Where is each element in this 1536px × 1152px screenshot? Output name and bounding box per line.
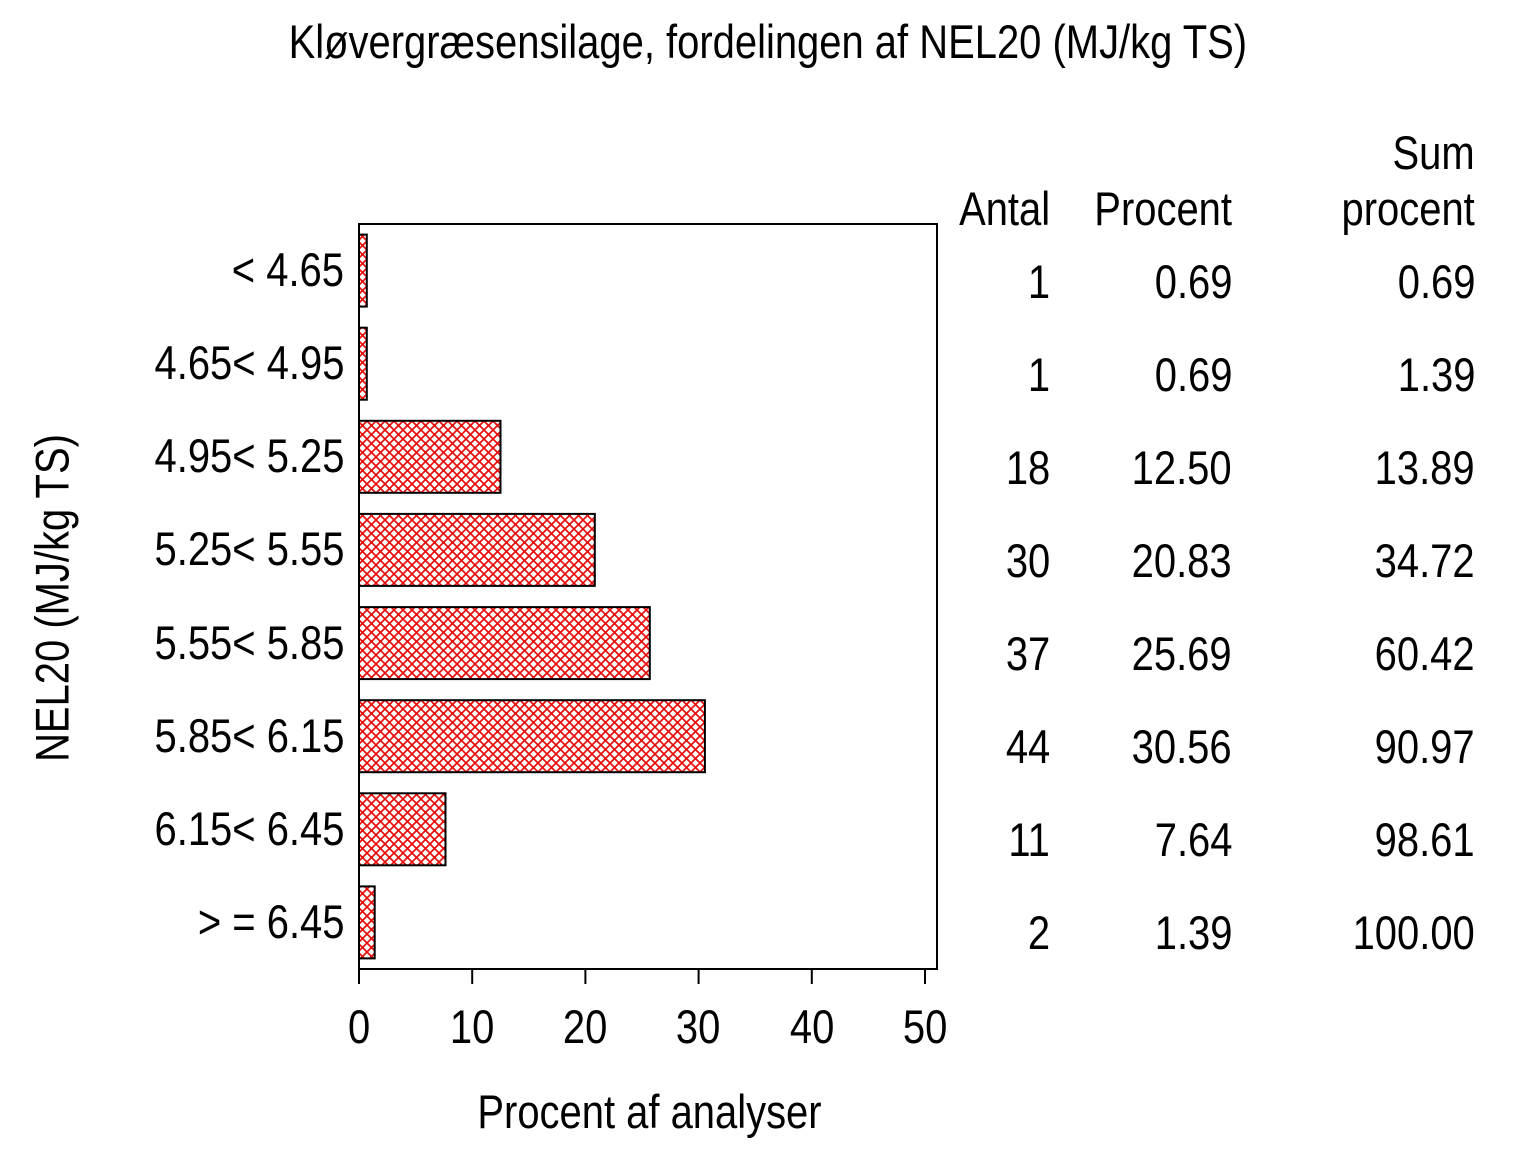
x-tick-label: 10 xyxy=(449,1000,495,1053)
table-cell: 11 xyxy=(1008,813,1050,866)
table-cell: 0.69 xyxy=(1154,255,1232,308)
table-cell: 1.39 xyxy=(1397,348,1475,401)
table-cell: 7.64 xyxy=(1154,813,1232,866)
chart-title: Kløvergræsensilage, fordelingen af NEL20… xyxy=(0,14,1536,69)
table-cell: 60.42 xyxy=(1375,627,1475,680)
x-tick-label: 40 xyxy=(789,1000,835,1053)
bar xyxy=(358,885,376,960)
plot-area xyxy=(358,223,938,984)
bar xyxy=(358,606,651,681)
table-cell: 90.97 xyxy=(1375,720,1475,773)
x-tick-label: 20 xyxy=(563,1000,608,1053)
category-label: 5.55< 5.85 xyxy=(154,615,344,669)
table-cell: 30.56 xyxy=(1132,720,1232,773)
x-axis-title: Procent af analyser xyxy=(358,1084,940,1139)
bar xyxy=(358,512,596,587)
bar xyxy=(358,699,706,774)
category-axis-labels: < 4.65 4.65< 4.95 4.95< 5.25 5.25< 5.55 5.55… xyxy=(0,223,344,971)
table-header-procent: Procent xyxy=(1094,182,1232,235)
table-header-sum-procent: Sum procent xyxy=(1341,126,1475,235)
bar-series xyxy=(358,233,706,960)
x-axis-title-text: Procent af analyser xyxy=(476,1085,822,1138)
table-cell: 25.69 xyxy=(1132,627,1232,680)
category-label: 6.15< 6.45 xyxy=(154,801,344,855)
table-cell: 98.61 xyxy=(1375,813,1475,866)
table-cell: 37 xyxy=(1005,627,1050,680)
bar xyxy=(358,326,368,401)
category-label: 4.65< 4.95 xyxy=(154,336,344,390)
table-cell: 0.69 xyxy=(1154,348,1232,401)
table-cell: 1 xyxy=(1027,255,1050,308)
chart-title-text: Kløvergræsensilage, fordelingen af NEL20… xyxy=(288,15,1248,68)
bar xyxy=(358,233,368,308)
table-cell: 1 xyxy=(1027,348,1050,401)
table-cell: 20.83 xyxy=(1132,534,1232,587)
table-cell: 100.00 xyxy=(1352,906,1475,959)
table-cell: 0.69 xyxy=(1397,255,1475,308)
plot-frame xyxy=(358,223,938,970)
category-label: > = 6.45 xyxy=(197,894,344,948)
x-tick-label: 50 xyxy=(902,1000,948,1053)
table-cell: 2 xyxy=(1027,906,1050,959)
x-axis-ticks xyxy=(358,969,926,984)
x-tick-label: 0 xyxy=(347,1000,371,1053)
category-label: 5.85< 6.15 xyxy=(154,708,344,762)
x-tick-label: 30 xyxy=(676,1000,721,1053)
table-cell: 13.89 xyxy=(1375,441,1475,494)
table-header-antal: Antal xyxy=(958,182,1050,235)
category-label: 4.95< 5.25 xyxy=(154,429,344,483)
table-cell: 1.39 xyxy=(1154,906,1232,959)
category-label: < 4.65 xyxy=(231,243,344,296)
bar xyxy=(358,792,447,867)
bar xyxy=(358,419,502,494)
table-cell: 34.72 xyxy=(1375,534,1475,587)
category-label: 5.25< 5.55 xyxy=(154,522,344,576)
table-cell: 44 xyxy=(1005,720,1050,773)
table-cell: 12.50 xyxy=(1132,441,1232,494)
table-cell: 18 xyxy=(1005,441,1050,494)
table-cell: 30 xyxy=(1005,534,1050,587)
